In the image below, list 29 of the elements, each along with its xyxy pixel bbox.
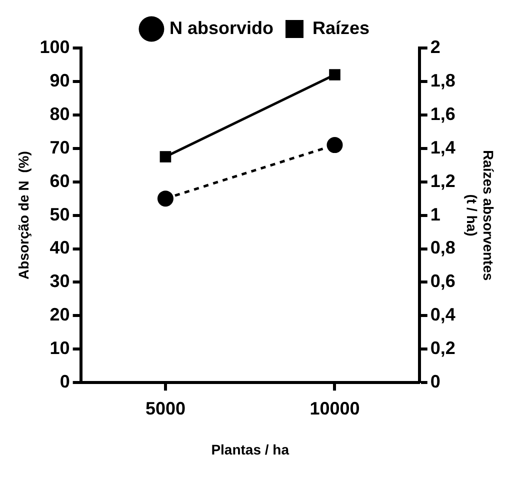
x-tick-label: 5000	[145, 398, 186, 418]
y2-tick-label: 1,8	[430, 70, 456, 90]
y-tick-label: 30	[50, 271, 70, 292]
y2-tick-label: 0,8	[430, 238, 456, 258]
legend-label: N absorvido	[169, 18, 274, 38]
y2-tick-label: 0	[430, 372, 440, 392]
y-tick-label: 90	[50, 70, 70, 90]
y-tick-label: 40	[50, 238, 70, 258]
x-axis-title: Plantas / ha	[211, 441, 290, 458]
y2-tick-label: 1	[430, 204, 440, 224]
legend-label: Raízes	[312, 18, 370, 38]
y2-tick-label: 0,6	[430, 271, 456, 292]
y2-tick-label: 1,4	[430, 137, 456, 158]
y-tick-label: 20	[50, 304, 70, 325]
y-tick-label: 80	[50, 104, 70, 124]
y-tick-label: 50	[50, 204, 70, 224]
y-tick-label: 60	[50, 170, 70, 191]
y2-tick-label: 2	[430, 36, 440, 57]
y2-tick-label: 0,4	[430, 304, 456, 325]
y-axis-title: Absorção de N (%)	[15, 151, 32, 280]
y-tick-label: 10	[50, 338, 70, 358]
y-tick-label: 70	[50, 137, 70, 158]
y2-axis-title: Raízes absorventes (t / ha)	[464, 150, 497, 281]
y-tick-label: 0	[60, 372, 70, 392]
y-tick-label: 100	[40, 36, 70, 57]
x-tick-label: 10000	[310, 398, 360, 418]
y2-tick-label: 1,2	[430, 170, 456, 191]
y2-tick-label: 1,6	[430, 104, 456, 124]
y2-tick-label: 0,2	[430, 338, 456, 358]
